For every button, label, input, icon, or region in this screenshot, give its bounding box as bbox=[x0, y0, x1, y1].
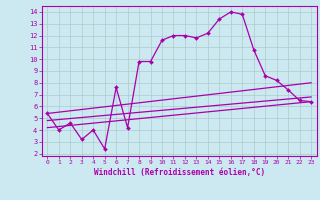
X-axis label: Windchill (Refroidissement éolien,°C): Windchill (Refroidissement éolien,°C) bbox=[94, 168, 265, 177]
